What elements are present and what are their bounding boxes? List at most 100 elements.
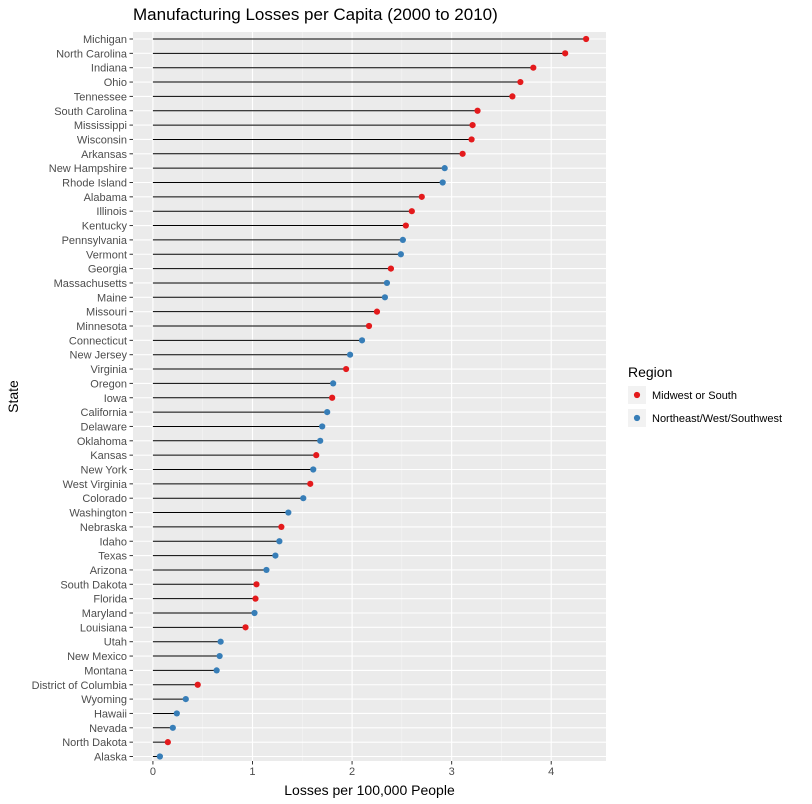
data-point <box>365 322 373 330</box>
y-tick-label: Wyoming <box>81 694 127 706</box>
data-point <box>342 365 350 373</box>
y-tick-label: Mississippi <box>74 120 127 132</box>
data-point <box>474 107 481 114</box>
y-tick-label: Minnesota <box>76 321 128 333</box>
data-point <box>169 724 176 731</box>
legend-entries: Midwest or South Northeast/West/Southwest <box>628 386 782 427</box>
data-point <box>217 638 224 645</box>
data-point <box>156 753 163 760</box>
data-point <box>317 437 324 444</box>
plot-panel <box>133 32 606 761</box>
y-tick-label: Delaware <box>81 421 127 433</box>
data-point <box>530 64 537 71</box>
data-point <box>242 624 249 631</box>
y-tick-label: Nebraska <box>80 522 128 534</box>
data-point <box>383 279 391 287</box>
data-point <box>408 208 415 215</box>
y-tick-label: Arizona <box>90 565 128 577</box>
data-point <box>418 193 425 200</box>
y-tick-label: New York <box>81 465 128 477</box>
data-point <box>469 122 476 129</box>
y-tick-label: North Carolina <box>56 48 128 60</box>
y-tick-label: South Carolina <box>54 106 128 118</box>
data-point <box>252 595 259 602</box>
y-tick-label: Virginia <box>91 364 128 376</box>
legend-swatch <box>633 414 641 422</box>
y-tick-label: Hawaii <box>94 708 127 720</box>
data-point <box>402 222 409 229</box>
data-point <box>182 696 189 703</box>
y-tick-label: Montana <box>84 665 128 677</box>
data-point <box>251 609 258 617</box>
y-tick-label: New Jersey <box>70 350 128 362</box>
y-tick-label: Florida <box>93 594 128 606</box>
y-tick-label: Maine <box>97 292 127 304</box>
y-tick-label: Missouri <box>86 307 127 319</box>
data-point <box>381 294 389 301</box>
y-tick-label: California <box>81 407 128 419</box>
data-point <box>213 667 220 674</box>
data-point <box>330 380 337 387</box>
data-point <box>173 710 180 717</box>
y-tick-label: Wisconsin <box>77 134 127 146</box>
data-point <box>459 150 466 157</box>
x-tick-label: 1 <box>249 766 255 778</box>
data-point <box>358 337 366 344</box>
y-axis-title: State <box>5 380 21 413</box>
data-point <box>329 394 336 401</box>
data-point <box>439 179 446 186</box>
y-tick-label: Ohio <box>104 77 127 89</box>
data-point <box>441 165 448 172</box>
y-axis-tick-labels: Michigan North Carolina Indiana Ohio Tenness… <box>32 34 133 764</box>
y-tick-label: Oregon <box>90 378 127 390</box>
y-tick-label: Louisiana <box>80 622 128 634</box>
y-tick-label: Pennsylvania <box>62 235 128 247</box>
y-tick-label: Michigan <box>83 34 127 46</box>
legend: Region Midwest or South Northeast/West/So… <box>628 364 782 427</box>
y-tick-label: Maryland <box>82 608 127 620</box>
x-tick-label: 0 <box>150 766 156 778</box>
lollipop-points <box>156 35 590 760</box>
chart-title: Manufacturing Losses per Capita (2000 to… <box>133 5 498 24</box>
data-point <box>307 480 314 487</box>
y-tick-label: North Dakota <box>62 737 128 749</box>
y-tick-label: Kentucky <box>82 221 128 233</box>
y-tick-label: New Mexico <box>67 651 127 663</box>
y-tick-label: Tennessee <box>74 91 127 103</box>
y-tick-label: Vermont <box>86 249 127 261</box>
data-point <box>324 409 331 416</box>
data-point <box>310 466 317 473</box>
y-tick-label: Oklahoma <box>77 436 128 448</box>
data-point <box>387 265 395 272</box>
y-tick-label: Idaho <box>99 536 127 548</box>
y-tick-label: Nevada <box>89 723 128 735</box>
y-tick-label: District of Columbia <box>32 680 128 692</box>
data-point <box>346 351 354 358</box>
y-tick-label: Rhode Island <box>62 178 127 190</box>
lollipop-stems <box>152 38 587 757</box>
y-tick-label: Washington <box>69 508 127 520</box>
data-point <box>272 552 279 559</box>
y-tick-label: Connecticut <box>69 335 127 347</box>
y-tick-label: West Virginia <box>63 479 128 491</box>
y-tick-label: Massachusetts <box>54 278 128 290</box>
x-tick-label: 3 <box>449 766 455 778</box>
x-tick-label: 2 <box>349 766 355 778</box>
y-tick-label: Iowa <box>104 393 128 405</box>
data-point <box>399 236 406 243</box>
legend-swatch <box>633 391 641 399</box>
legend-label: Midwest or South <box>652 390 737 402</box>
data-point <box>263 566 270 574</box>
y-tick-label: Kansas <box>90 450 127 462</box>
x-axis-title: Losses per 100,000 People <box>284 782 455 798</box>
data-point <box>397 251 404 258</box>
data-point <box>509 93 516 100</box>
data-point <box>278 523 285 531</box>
x-axis-tick-labels: 0 1 2 3 4 <box>150 761 554 778</box>
data-point <box>562 50 569 57</box>
data-point <box>517 78 524 86</box>
y-tick-label: Colorado <box>82 493 127 505</box>
y-tick-label: Arkansas <box>81 149 127 161</box>
